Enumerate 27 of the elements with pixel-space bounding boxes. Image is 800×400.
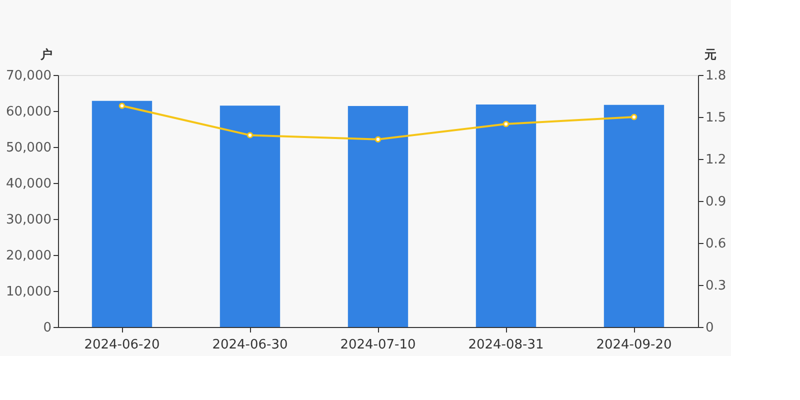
point [630,114,638,120]
y2-tick-label: 1.8 [706,68,726,84]
y-tick-label: 70,000 [6,68,52,84]
x-tick-label: 2024-07-10 [340,338,416,352]
y-tick-label: 30,000 [6,212,52,228]
y2-tick-label: 1.5 [706,110,726,126]
y2-tick-label: 0.3 [706,278,726,294]
y-tick-label: 10,000 [6,284,52,300]
x-tick-label: 2024-06-20 [84,338,160,352]
y2-axis-title: 元 [704,48,716,62]
x-tick-label: 2024-08-31 [468,338,544,352]
y2-tick-label: 0 [706,320,714,336]
y-tick-label: 20,000 [6,248,52,264]
y2-tick-label: 0.9 [706,194,726,210]
x-tick-label: 2024-09-20 [596,338,672,352]
point [374,136,382,142]
point [502,120,510,128]
point [118,102,126,109]
y-axis-title: 户 [40,48,52,62]
y-tick-label: 0 [43,320,52,336]
y-tick-label: 60,000 [6,104,52,120]
y-tick-label: 40,000 [6,176,52,192]
x-tick-label: 2024-06-30 [212,338,288,352]
y2-tick-label: 1.2 [706,152,726,168]
y2-tick-label: 0.6 [706,236,726,252]
point [246,132,254,138]
y-tick-label: 50,000 [6,140,52,156]
